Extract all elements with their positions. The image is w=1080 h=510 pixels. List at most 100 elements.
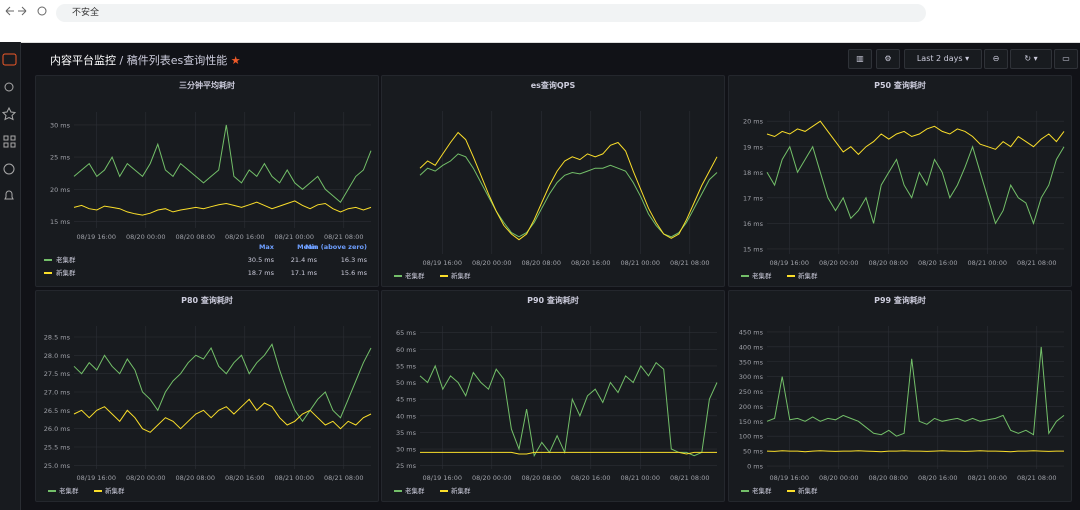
legend-name: 老集群 <box>59 486 79 495</box>
dashboard-name[interactable]: 稿件列表es查询性能 <box>126 54 228 67</box>
x-tick-label: 08/20 16:00 <box>918 474 958 482</box>
x-tick-label: 08/20 16:00 <box>571 259 611 267</box>
x-tick-label: 08/20 08:00 <box>522 474 562 482</box>
panel-title: 三分钟平均耗时 <box>179 80 235 90</box>
panel: P80 查询耗时 25.0 ms 25.5 ms 26.0 ms 26.5 ms 27.0… <box>35 290 379 502</box>
y-tick-label: 15 ms <box>743 245 764 253</box>
panel-title: P99 查询耗时 <box>874 295 926 305</box>
y-tick-label: 60 ms <box>396 346 417 354</box>
x-tick-label: 08/20 00:00 <box>819 259 859 267</box>
sidebar-icons <box>1 53 17 200</box>
y-tick-label: 100 ms <box>739 433 764 441</box>
x-tick-label: 08/19 16:00 <box>423 259 463 267</box>
legend-header: Min (above zero) <box>305 243 367 251</box>
x-tick-label: 08/20 00:00 <box>126 233 166 241</box>
refresh[interactable]: ↻ ▾ <box>1010 49 1052 69</box>
panel-chart: es查询QPS 08/19 16:00 08/20 00:00 08/20 08:00… <box>394 80 718 280</box>
y-tick-label: 25 ms <box>396 462 417 470</box>
series-line <box>73 124 372 203</box>
x-tick-label: 08/20 08:00 <box>176 474 216 482</box>
series-line <box>766 145 1065 225</box>
series-line <box>766 346 1065 437</box>
x-tick-label: 08/20 16:00 <box>571 474 611 482</box>
x-tick-label: 08/19 16:00 <box>423 474 463 482</box>
x-tick-label: 08/21 08:00 <box>324 233 364 241</box>
y-tick-label: 400 ms <box>739 343 764 351</box>
x-tick-label: 08/20 00:00 <box>472 474 512 482</box>
legend-swatch <box>741 490 749 492</box>
series-line <box>766 120 1065 156</box>
legend-swatch <box>787 275 795 277</box>
x-tick-label: 08/20 08:00 <box>869 474 909 482</box>
y-tick-label: 250 ms <box>739 388 764 396</box>
legend-name: 老集群 <box>405 271 425 280</box>
y-tick-label: 200 ms <box>739 403 764 411</box>
x-tick-label: 08/21 08:00 <box>1017 259 1057 267</box>
panel-title: P90 查询耗时 <box>527 295 579 305</box>
time-picker[interactable]: Last 2 days ▾ <box>904 49 982 69</box>
y-tick-label: 55 ms <box>396 362 417 370</box>
panel: es查询QPS 08/19 16:00 08/20 00:00 08/20 08:00… <box>381 75 725 287</box>
y-tick-label: 150 ms <box>739 418 764 426</box>
panel-title: es查询QPS <box>531 80 576 90</box>
y-tick-label: 25.0 ms <box>44 462 71 470</box>
series-line <box>766 450 1064 453</box>
x-tick-label: 08/21 08:00 <box>670 259 710 267</box>
y-tick-label: 20 ms <box>743 118 764 126</box>
legend-header: Max <box>259 243 275 251</box>
legend-name: 老集群 <box>56 255 76 264</box>
y-tick-label: 350 ms <box>739 358 764 366</box>
x-tick-label: 08/20 00:00 <box>126 474 166 482</box>
zoom-out[interactable]: ⊖ <box>984 49 1008 69</box>
x-tick-label: 08/19 16:00 <box>770 259 810 267</box>
y-tick-label: 65 ms <box>396 329 417 337</box>
legend-name: 新集群 <box>451 486 471 495</box>
y-tick-label: 26.5 ms <box>44 407 71 415</box>
sidebar <box>0 42 21 510</box>
x-tick-label: 08/21 00:00 <box>968 259 1008 267</box>
x-tick-label: 08/21 08:00 <box>1017 474 1057 482</box>
legend-swatch <box>787 490 795 492</box>
legend-value: 21.4 ms <box>291 256 318 264</box>
legend-swatch <box>440 275 448 277</box>
x-tick-label: 08/20 08:00 <box>176 233 216 241</box>
series-line <box>420 451 717 455</box>
legend-swatch <box>440 490 448 492</box>
panel-title: P50 查询耗时 <box>874 80 926 90</box>
y-tick-label: 28.0 ms <box>44 352 71 360</box>
y-tick-label: 27.0 ms <box>44 389 71 397</box>
panel: P50 查询耗时 15 ms 16 ms 17 ms 18 ms 19 ms 20 ms 08… <box>728 75 1072 287</box>
x-tick-label: 08/21 00:00 <box>275 233 315 241</box>
x-tick-label: 08/20 00:00 <box>472 259 512 267</box>
panel-chart: P99 查询耗时 0 ms 50 ms 100 ms 150 ms 200 ms 250 m… <box>739 295 1065 495</box>
series-line <box>419 131 718 241</box>
x-tick-label: 08/20 16:00 <box>225 233 265 241</box>
legend-swatch <box>394 490 402 492</box>
y-tick-label: 450 ms <box>739 328 764 336</box>
y-tick-label: 30 ms <box>50 121 71 129</box>
settings[interactable]: ⚙ <box>876 49 900 69</box>
x-tick-label: 08/20 00:00 <box>819 474 859 482</box>
address-bar[interactable]: 不安全 <box>56 4 926 22</box>
add-panel[interactable]: ▥ <box>848 49 872 69</box>
nav-icons <box>5 6 47 16</box>
y-tick-label: 28.5 ms <box>44 334 71 342</box>
folder-name[interactable]: 内容平台监控 <box>50 54 116 67</box>
legend-value: 15.6 ms <box>341 269 368 277</box>
series-line <box>73 343 372 423</box>
x-tick-label: 08/21 00:00 <box>968 474 1008 482</box>
y-tick-label: 25 ms <box>50 154 71 162</box>
y-tick-label: 40 ms <box>396 412 417 420</box>
tv-mode[interactable]: ▭ <box>1054 49 1078 69</box>
x-tick-label: 08/20 08:00 <box>869 259 909 267</box>
panel-title: P80 查询耗时 <box>181 295 233 305</box>
legend-swatch <box>94 490 102 492</box>
x-tick-label: 08/20 16:00 <box>918 259 958 267</box>
x-tick-label: 08/19 16:00 <box>770 474 810 482</box>
legend-swatch <box>741 275 749 277</box>
panel-chart: P50 查询耗时 15 ms 16 ms 17 ms 18 ms 19 ms 20 ms 08… <box>741 80 1065 280</box>
legend-name: 老集群 <box>752 271 772 280</box>
dashboard-header: 内容平台监控 / 稿件列表es查询性能 ★ ▥ ⚙ Last 2 days ▾ … <box>22 42 1080 75</box>
legend-name: 新集群 <box>56 268 76 277</box>
